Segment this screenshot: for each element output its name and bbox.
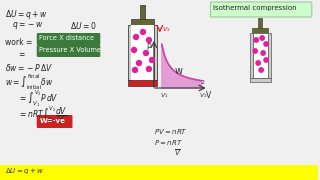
Text: $\overline{V}$: $\overline{V}$	[174, 148, 181, 158]
Bar	[140, 5, 145, 19]
Polygon shape	[162, 44, 202, 88]
Text: =: =	[18, 50, 24, 59]
Circle shape	[254, 38, 258, 42]
Circle shape	[133, 35, 139, 39]
Bar	[268, 33, 271, 78]
Circle shape	[147, 66, 151, 71]
Bar	[154, 25, 157, 80]
Bar	[252, 28, 268, 33]
Circle shape	[264, 42, 268, 46]
Text: w: w	[175, 66, 183, 76]
Text: 2: 2	[201, 80, 204, 85]
Text: $V_2$: $V_2$	[199, 91, 207, 100]
Circle shape	[260, 36, 264, 40]
Circle shape	[140, 30, 146, 35]
Text: W=-ve: W=-ve	[40, 118, 66, 123]
Text: $V_1$: $V_1$	[160, 91, 169, 100]
Text: $= \int_{V_1}^{V_2} P\,dV$: $= \int_{V_1}^{V_2} P\,dV$	[18, 88, 59, 109]
Text: $\Delta U = q + w$: $\Delta U = q + w$	[5, 166, 44, 176]
Circle shape	[264, 58, 268, 62]
Circle shape	[143, 51, 148, 55]
Text: $V_2$: $V_2$	[162, 25, 171, 34]
Text: $PV = nRT$: $PV = nRT$	[154, 127, 188, 136]
Bar	[128, 25, 131, 80]
Text: $\Delta U = q + w$: $\Delta U = q + w$	[5, 8, 48, 21]
FancyBboxPatch shape	[37, 45, 100, 57]
Text: Isothermal compression: Isothermal compression	[213, 4, 297, 10]
Bar	[128, 80, 157, 86]
Text: work =: work =	[5, 38, 32, 47]
FancyBboxPatch shape	[37, 115, 73, 128]
Text: Pressure X Volume: Pressure X Volume	[39, 47, 101, 53]
Circle shape	[253, 49, 257, 53]
Bar	[258, 18, 262, 28]
Text: $= nRT \int_{V_1}^{V_2} \dfrac{dV}{V}$: $= nRT \int_{V_1}^{V_2} \dfrac{dV}{V}$	[18, 104, 68, 126]
Bar	[131, 19, 154, 25]
Text: $\Delta U = 0$: $\Delta U = 0$	[69, 20, 96, 31]
Bar	[0, 165, 318, 180]
Text: $\delta w = -P\,\Delta V$: $\delta w = -P\,\Delta V$	[5, 62, 53, 73]
Circle shape	[259, 68, 263, 72]
Circle shape	[132, 48, 137, 53]
Circle shape	[256, 61, 260, 65]
Text: $w = \int_{\rm initial}^{\rm final} \delta w$: $w = \int_{\rm initial}^{\rm final} \del…	[5, 72, 54, 92]
Circle shape	[137, 60, 141, 66]
Circle shape	[149, 57, 155, 62]
FancyBboxPatch shape	[211, 2, 312, 17]
Text: $P = nRT$: $P = nRT$	[154, 138, 183, 147]
Text: V: V	[205, 91, 211, 100]
Text: P: P	[146, 43, 151, 52]
FancyBboxPatch shape	[37, 33, 100, 45]
Bar	[253, 33, 268, 78]
Bar	[250, 78, 271, 82]
Circle shape	[261, 51, 265, 55]
Bar	[131, 25, 154, 80]
Bar	[250, 33, 253, 78]
Text: $q = -w$: $q = -w$	[12, 20, 44, 31]
Circle shape	[132, 68, 138, 73]
Text: Force X distance: Force X distance	[39, 35, 94, 41]
Circle shape	[147, 37, 151, 42]
